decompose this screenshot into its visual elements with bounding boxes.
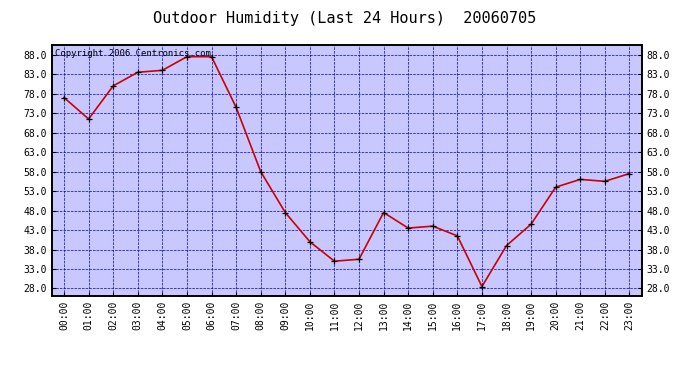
Text: Outdoor Humidity (Last 24 Hours)  20060705: Outdoor Humidity (Last 24 Hours) 2006070… [153,11,537,26]
Text: Copyright 2006 Centronics.com: Copyright 2006 Centronics.com [55,49,210,58]
